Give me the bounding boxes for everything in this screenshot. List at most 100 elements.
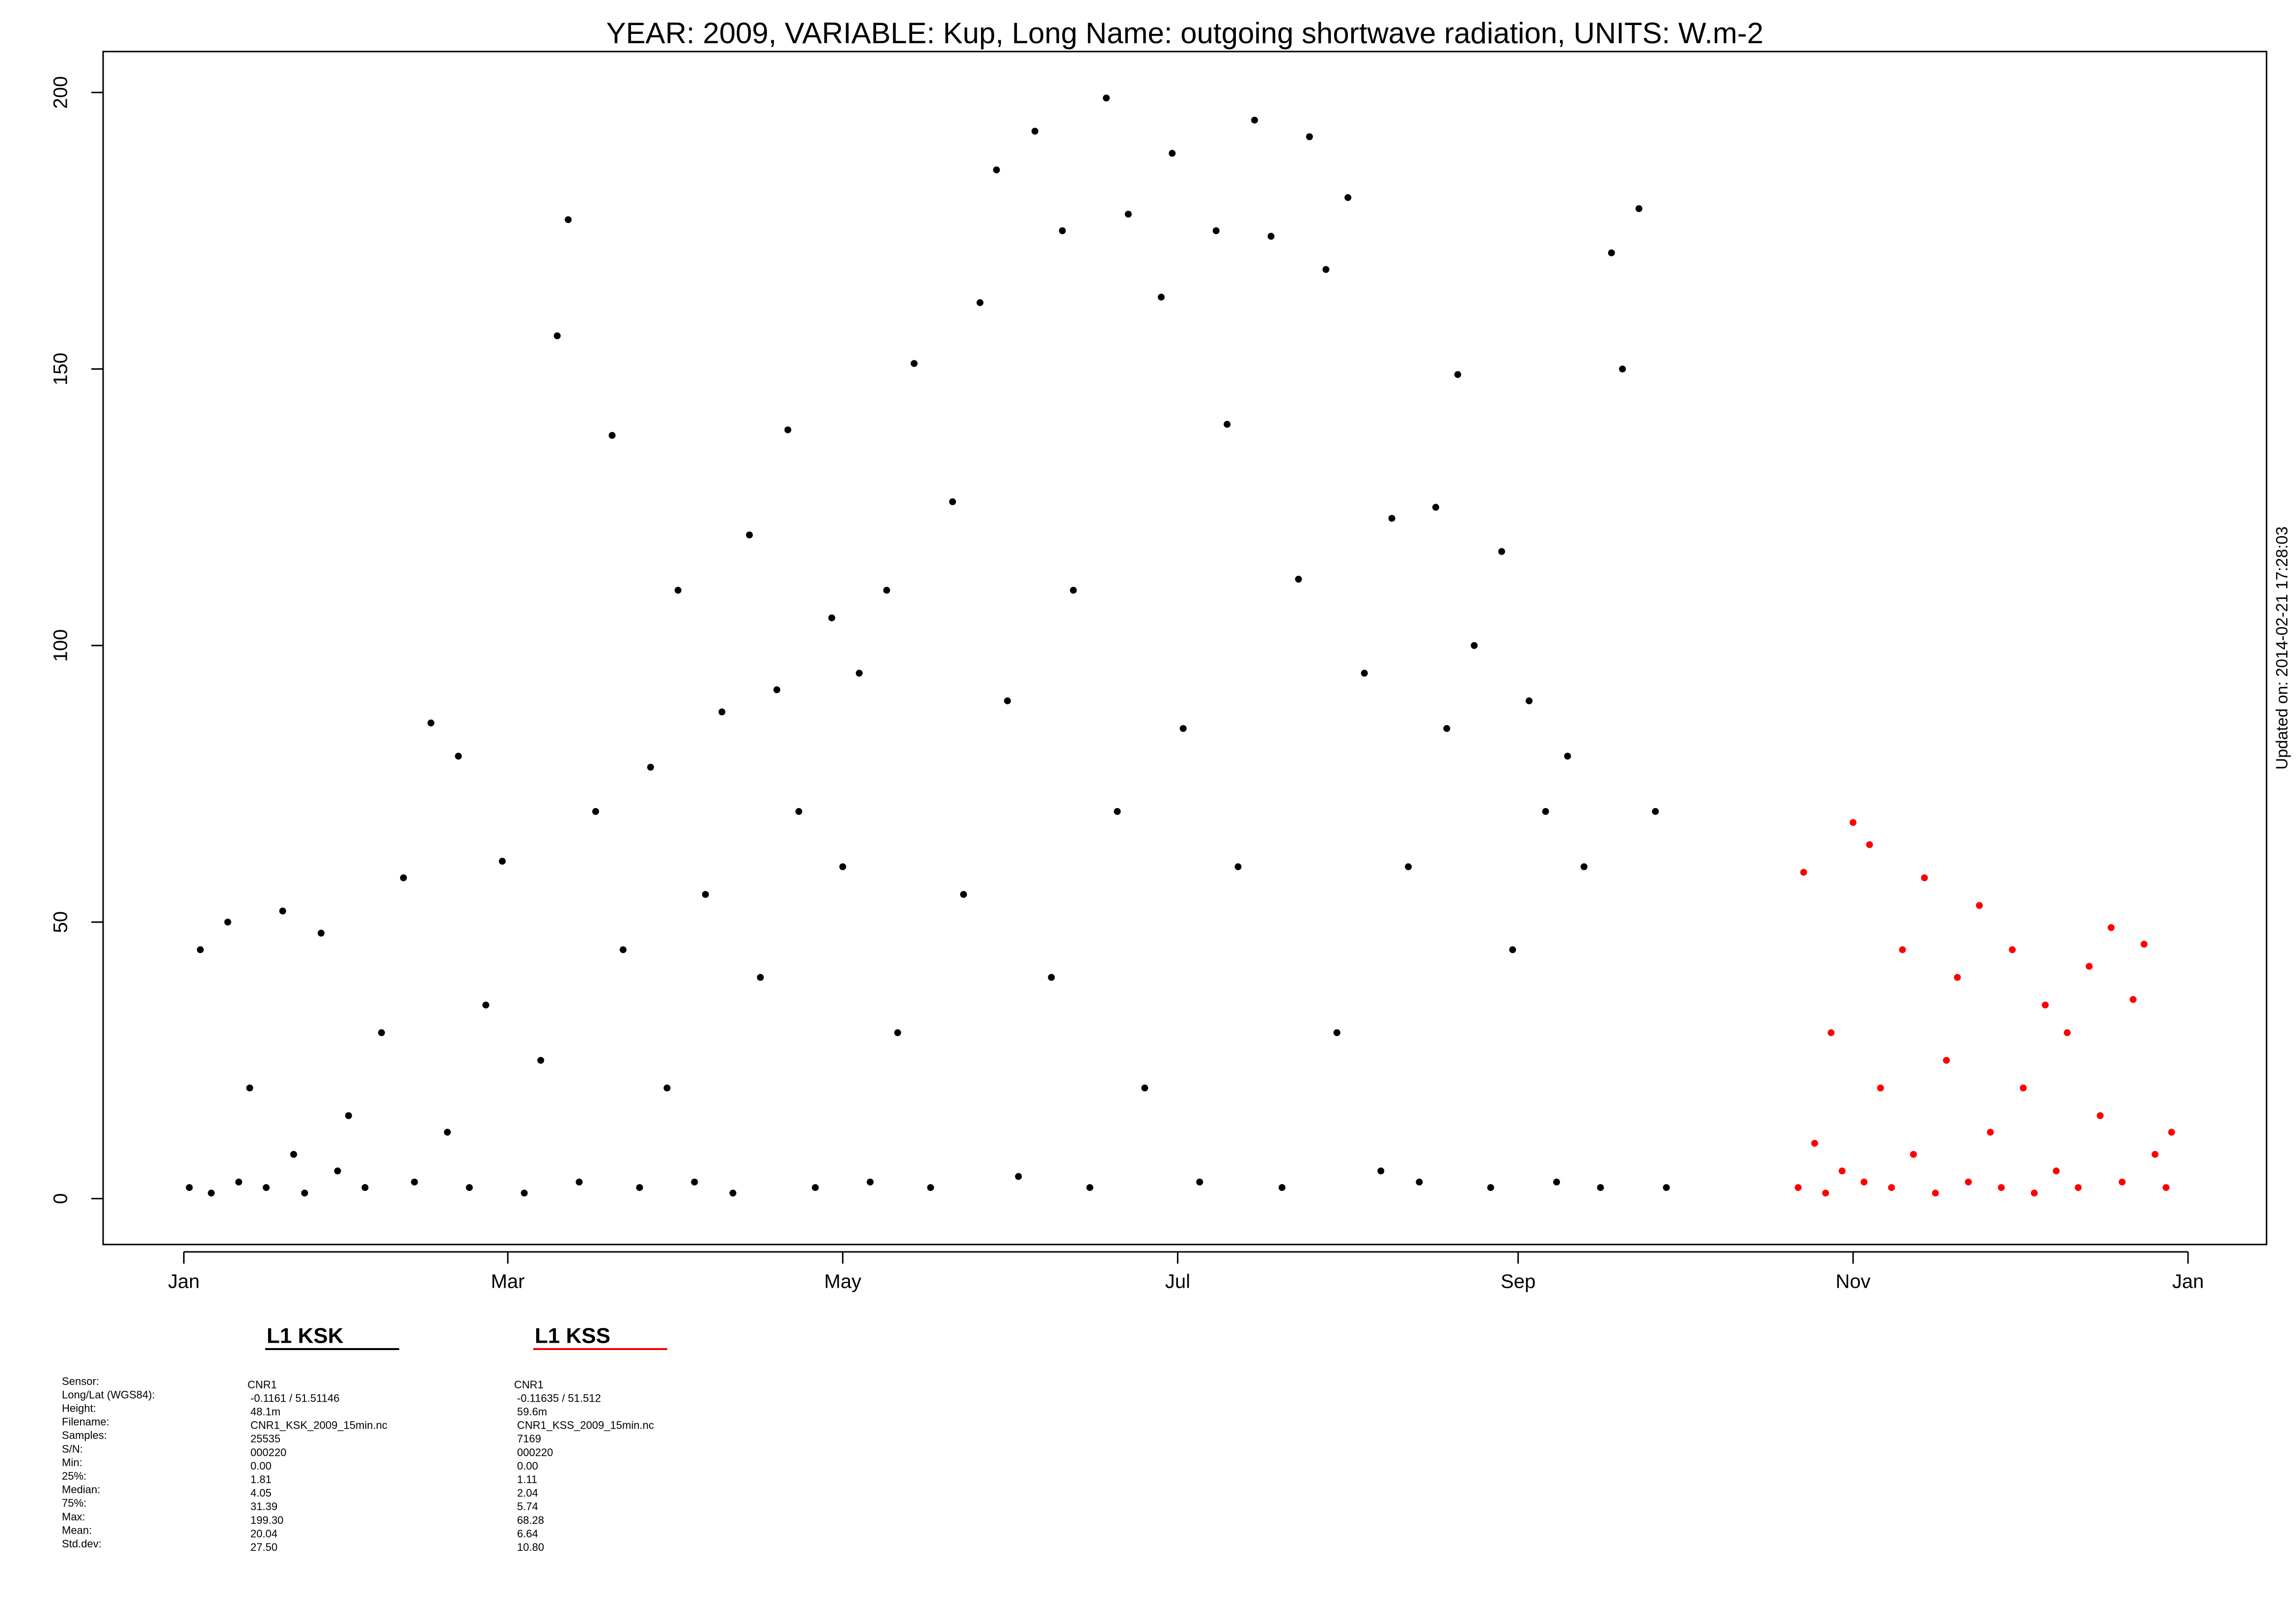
point [455,753,462,760]
stats-value: 0.00 [517,1460,538,1472]
point [1278,1184,1285,1191]
point [290,1151,298,1158]
stats-label: Samples: [62,1429,107,1441]
point [1509,946,1516,953]
point [718,708,726,716]
point [235,1178,243,1186]
point [1976,902,1983,909]
point [855,670,863,677]
stats-value: 48.1m [250,1406,280,1418]
point [1114,808,1121,815]
point [1800,868,1807,876]
point [345,1112,352,1119]
point [2097,1112,2104,1119]
point [1157,294,1165,301]
point [1267,233,1275,240]
stats-value: CNR1 [514,1379,544,1391]
point [757,974,764,981]
point [2151,1151,2159,1158]
point [812,1184,819,1191]
point [867,1178,874,1186]
x-tick-label: Nov [1835,1271,1870,1293]
point [1344,194,1352,201]
point [702,891,709,898]
point [565,216,572,223]
point [361,1184,369,1191]
stats-value: -0.1161 / 51.51146 [250,1392,339,1404]
point [1224,421,1231,428]
stats-label: Min: [62,1456,82,1468]
point [746,531,753,539]
point [1015,1173,1022,1180]
point [1179,725,1187,732]
point [1987,1129,1994,1136]
point [1619,365,1626,373]
x-tick-label: Jan [2172,1271,2204,1293]
point [1295,575,1302,583]
point [773,686,781,694]
legend-label: L1 KSK [267,1324,344,1348]
point [279,907,286,915]
point [1663,1184,1670,1191]
stats-label: Long/Lat (WGS84): [62,1388,155,1401]
point [839,863,847,870]
stats-label: Std.dev: [62,1538,102,1550]
point [636,1184,643,1191]
stats-value: 27.50 [250,1541,277,1553]
point [537,1056,545,1064]
stats-value: 0.00 [250,1460,272,1472]
point [1580,863,1587,870]
point [1141,1084,1148,1092]
point [334,1167,341,1175]
point [1860,1178,1868,1186]
point [976,299,984,306]
x-tick-label: Mar [491,1271,525,1293]
stats-value: 5.74 [517,1500,538,1513]
point [1048,974,1055,981]
point [795,808,802,815]
point [1487,1184,1494,1191]
point [1652,808,1659,815]
point [608,432,616,439]
point [1526,697,1533,704]
point [1849,819,1857,826]
point [674,587,682,594]
point [2020,1084,2027,1092]
stats-value: CNR1_KSS_2009_15min.nc [517,1419,654,1432]
point [1954,974,1961,981]
point [1086,1184,1093,1191]
point [2042,1001,2049,1009]
point [784,426,792,433]
point [828,614,835,622]
annotation: Updated on: 2014-02-21 17:28:03 [2273,526,2291,769]
point [1997,1184,2005,1191]
point [317,929,325,937]
point [301,1190,308,1197]
point [663,1084,671,1092]
stats-label: 75%: [62,1497,86,1509]
stats-value: 7169 [517,1433,541,1445]
point [2009,946,2016,953]
point [1828,1029,1835,1036]
x-tick-label: Sep [1501,1271,1535,1293]
point [592,808,600,815]
point [224,919,231,926]
point [482,1001,490,1009]
point [1932,1190,1939,1197]
stats-value: 6.64 [517,1527,538,1540]
point [894,1029,902,1036]
point [1377,1167,1385,1175]
point [196,946,204,953]
stats-label: S/N: [62,1443,83,1455]
stats-label: Filename: [62,1416,109,1428]
point [1608,249,1615,257]
y-tick-label: 150 [50,352,72,385]
point [1564,753,1571,760]
point [927,1184,934,1191]
stats-label: Max: [62,1511,85,1523]
point [1333,1029,1340,1036]
point [1004,697,1011,704]
point [883,587,890,594]
